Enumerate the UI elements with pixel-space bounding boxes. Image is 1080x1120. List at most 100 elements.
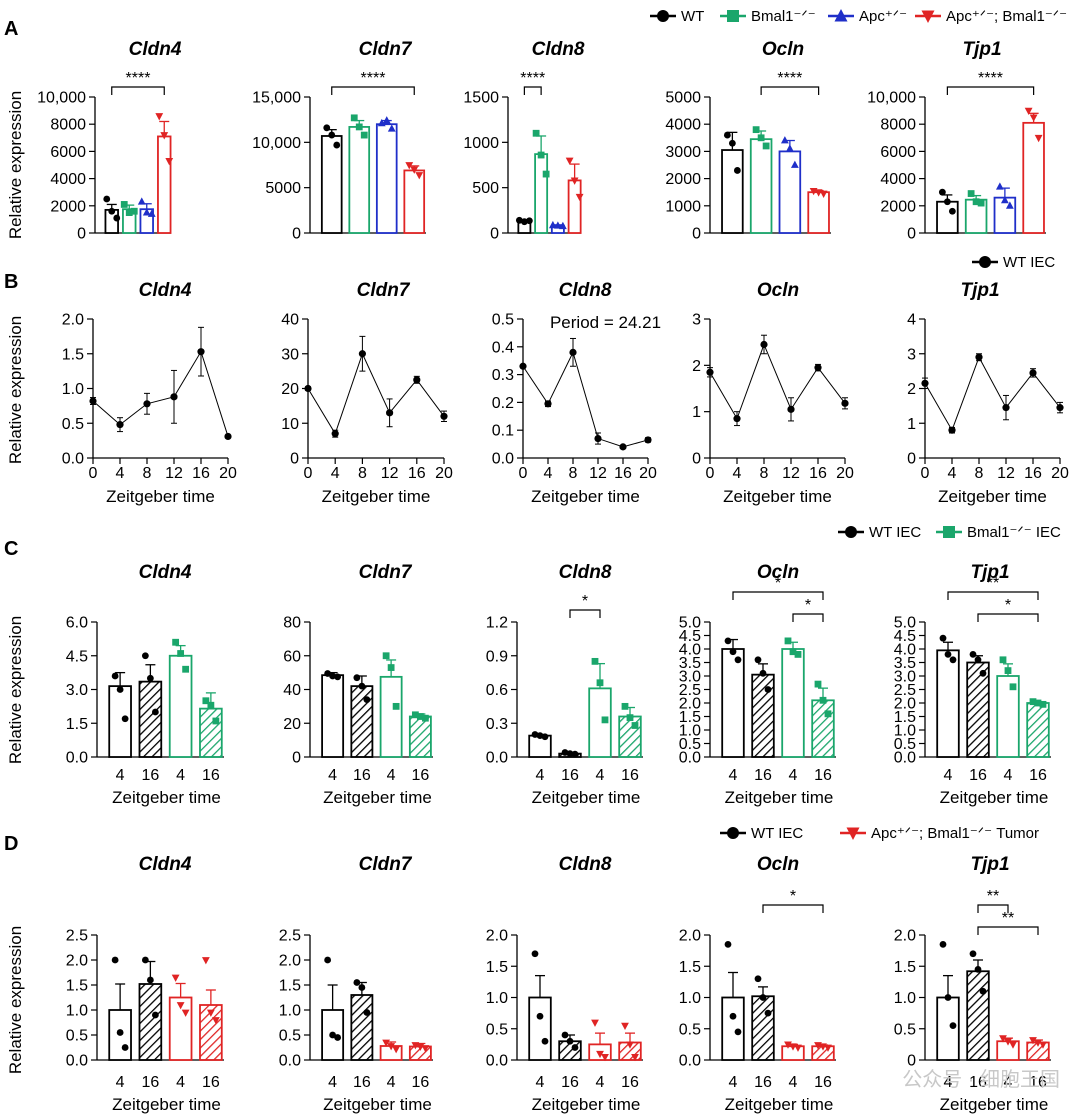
y-tick-label: 0.5 [679,1021,701,1038]
replicate-point [108,207,116,215]
x-tick-label: 4 [116,1074,125,1091]
x-axis-label: Zeitgeber time [532,788,641,807]
bar-wt-iec-zt16 [751,995,775,1061]
x-tick-label: 16 [561,767,579,784]
subplot-title: Tjp1 [970,854,1009,875]
y-tick-label: 0.0 [486,750,508,767]
data-point [975,353,983,361]
significance-bracket: **** [331,70,415,95]
error-bar [595,1032,605,1045]
replicate-point [757,134,765,142]
replicate-point [1034,699,1042,707]
bar-wt-iec-zt16 [138,680,163,758]
replicate-point [416,713,424,720]
replicate-point [137,197,146,205]
subplot-title: Cldn7 [359,562,413,583]
replicate-point [596,1050,604,1059]
replicate-point [759,669,767,677]
x-tick-label: 12 [165,465,183,482]
replicate-point [116,686,124,693]
y-tick-label: 2 [692,358,701,375]
x-tick-label: 4 [328,767,337,784]
y-tick-label: 2.5 [279,928,301,945]
y-tick-label: 1.0 [894,723,916,740]
bar-wt-iec-zt16 [966,970,990,1061]
subplot-title: Cldn4 [139,854,192,875]
error-bar [943,974,953,998]
replicate-point [1004,1038,1012,1046]
x-tick-label: 8 [760,465,769,482]
data-point [814,364,822,372]
x-axis-label: Zeitgeber time [112,788,221,807]
series-line [924,356,1061,432]
data-point [1029,369,1037,377]
bar-apc-bmal1 [157,135,172,234]
x-tick-label: 16 [969,767,987,784]
replicate-point [1000,195,1009,204]
subplot-d-tjp1: Tjp1 0 0.5 1.0 1.5 2.0 4 16 4 16 Zeitgeber time ***… [894,854,1051,1114]
y-tick-label: 0 [292,226,301,243]
replicate-point [382,116,391,124]
y-tick-label: 2.0 [62,312,84,329]
data-point [331,430,339,438]
y-tick-label: 2.0 [279,953,301,970]
replicate-point [165,158,174,166]
data-point [1002,404,1010,412]
y-tick-label: 2.0 [486,928,508,945]
replicate-point [125,209,133,216]
x-tick-label: 8 [143,465,152,482]
replicate-point [728,139,736,147]
y-tick-label: 1.5 [66,716,88,733]
replicate-point [575,193,584,202]
y-tick-label: 4.5 [894,628,916,645]
replicate-point [977,199,985,207]
subplot-title: Ocln [757,562,799,583]
legend-a: WT Bmal1⁻ᐟ⁻ Apc⁺ᐟ⁻ Apc⁺ᐟ⁻; Bmal1⁻ᐟ⁻ [650,8,1067,25]
replicate-point [974,656,982,664]
replicate-point [525,217,533,225]
y-tick-label: 6000 [880,144,916,161]
replicate-point [202,697,210,705]
replicate-point [949,656,957,664]
bar-wt-iec-zt16 [350,685,374,758]
replicate-point [360,131,368,139]
y-tick-label: 0.0 [62,451,84,468]
x-tick-label: 4 [944,1074,953,1091]
bar-bmal1-iec-zt16 [408,715,432,758]
x-tick-label: 16 [1029,767,1047,784]
y-tick-label: 3.0 [679,669,701,686]
y-tick-label: 1000 [665,198,701,215]
y-tick-label: 2.5 [679,682,701,699]
y-tick-label: 0.5 [279,1028,301,1045]
y-tick-label: 2.0 [66,953,88,970]
bar-bmal1 [348,126,371,234]
replicate-point [596,679,604,687]
replicate-point [794,1044,802,1052]
replicate-point [212,717,220,725]
legend-label-apc-bmal1-tumor: Apc⁺ᐟ⁻; Bmal1⁻ᐟ⁻ Tumor [871,825,1039,842]
y-tick-label: 1.5 [894,709,916,726]
x-tick-label: 16 [411,1074,429,1091]
bar-apc [375,123,398,234]
x-tick-label: 12 [381,465,399,482]
replicate-point [113,214,121,222]
significance-bracket: **** [520,70,545,95]
y-tick-label: 1.5 [62,346,84,363]
replicate-point [944,651,952,658]
y-tick-label: 3 [907,346,916,363]
replicate-point [734,656,742,664]
y-axis-label: Relative expression [6,616,25,764]
data-point [197,348,205,356]
replicate-point [553,221,562,229]
y-tick-label: 2000 [50,198,86,215]
bar-bmal1-iec-zt4 [379,675,403,758]
x-tick-label: 16 [353,1074,371,1091]
y-tick-label: 1.5 [894,959,916,976]
x-tick-label: 16 [969,1074,987,1091]
replicate-point [130,207,138,215]
replicate-point [182,665,190,673]
replicate-point [558,221,567,230]
significance-bracket: * [792,597,824,622]
x-tick-label: 16 [141,1074,159,1091]
